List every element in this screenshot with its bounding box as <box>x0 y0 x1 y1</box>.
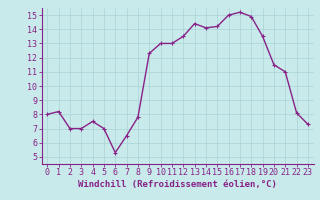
X-axis label: Windchill (Refroidissement éolien,°C): Windchill (Refroidissement éolien,°C) <box>78 180 277 189</box>
